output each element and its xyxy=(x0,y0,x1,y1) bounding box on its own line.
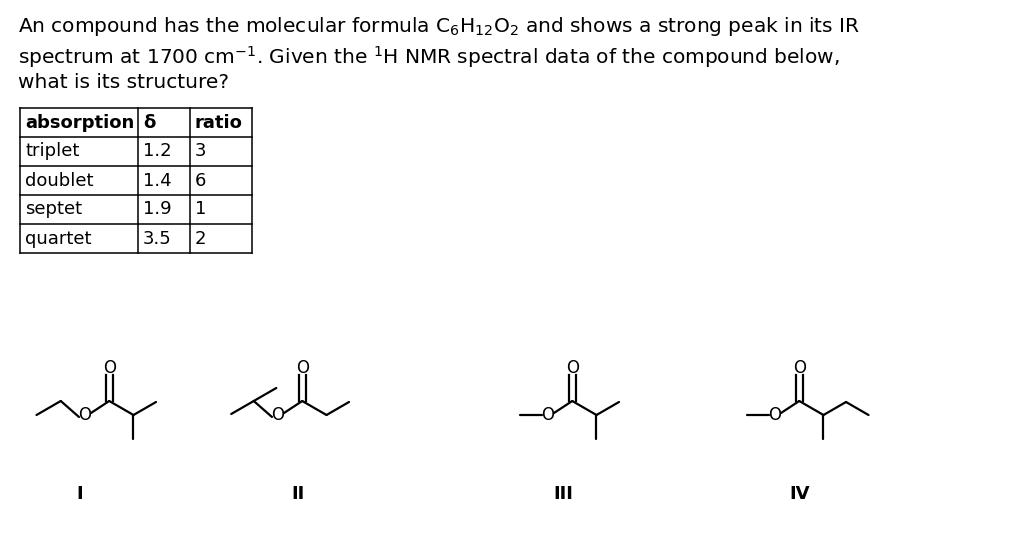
Text: O: O xyxy=(768,406,781,424)
Text: O: O xyxy=(793,359,806,377)
Text: 3: 3 xyxy=(195,143,207,160)
Text: I: I xyxy=(77,485,83,503)
Text: septet: septet xyxy=(25,200,82,219)
Text: 1.9: 1.9 xyxy=(143,200,172,219)
Text: doublet: doublet xyxy=(25,171,93,189)
Text: IV: IV xyxy=(790,485,810,503)
Text: triplet: triplet xyxy=(25,143,80,160)
Text: 6: 6 xyxy=(195,171,207,189)
Text: δ: δ xyxy=(143,114,156,132)
Text: quartet: quartet xyxy=(25,230,91,248)
Text: 1: 1 xyxy=(195,200,207,219)
Text: spectrum at 1700 cm$^{-1}$. Given the $^1$H NMR spectral data of the compound be: spectrum at 1700 cm$^{-1}$. Given the $^… xyxy=(18,44,840,70)
Text: 3.5: 3.5 xyxy=(143,230,172,248)
Text: what is its structure?: what is its structure? xyxy=(18,73,229,92)
Text: O: O xyxy=(102,359,116,377)
Text: O: O xyxy=(79,406,91,424)
Text: An compound has the molecular formula $\mathregular{C_6H_{12}O_2}$ and shows a s: An compound has the molecular formula $\… xyxy=(18,15,860,38)
Text: O: O xyxy=(296,359,309,377)
Text: O: O xyxy=(542,406,555,424)
Text: ratio: ratio xyxy=(195,114,243,132)
Text: III: III xyxy=(553,485,573,503)
Text: 1.2: 1.2 xyxy=(143,143,172,160)
Text: II: II xyxy=(292,485,304,503)
Text: O: O xyxy=(271,406,285,424)
Text: 2: 2 xyxy=(195,230,207,248)
Text: O: O xyxy=(565,359,579,377)
Text: 1.4: 1.4 xyxy=(143,171,172,189)
Text: absorption: absorption xyxy=(25,114,134,132)
